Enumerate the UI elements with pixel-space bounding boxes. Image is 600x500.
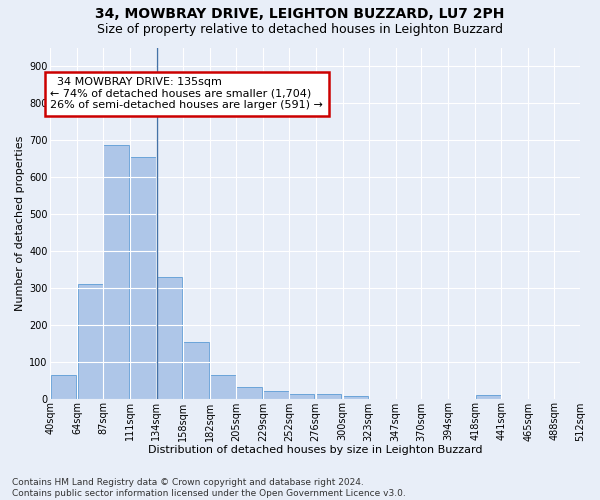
Bar — [263, 391, 289, 398]
X-axis label: Distribution of detached houses by size in Leighton Buzzard: Distribution of detached houses by size … — [148, 445, 483, 455]
Text: Size of property relative to detached houses in Leighton Buzzard: Size of property relative to detached ho… — [97, 22, 503, 36]
Bar — [343, 396, 368, 398]
Bar — [476, 395, 501, 398]
Bar — [289, 394, 314, 398]
Y-axis label: Number of detached properties: Number of detached properties — [15, 136, 25, 310]
Text: 34, MOWBRAY DRIVE, LEIGHTON BUZZARD, LU7 2PH: 34, MOWBRAY DRIVE, LEIGHTON BUZZARD, LU7… — [95, 8, 505, 22]
Bar — [103, 146, 129, 398]
Bar — [77, 284, 103, 399]
Text: Contains HM Land Registry data © Crown copyright and database right 2024.
Contai: Contains HM Land Registry data © Crown c… — [12, 478, 406, 498]
Bar — [130, 156, 156, 398]
Bar — [316, 394, 341, 398]
Bar — [236, 386, 262, 398]
Bar — [210, 374, 236, 398]
Bar — [50, 376, 76, 398]
Text: 34 MOWBRAY DRIVE: 135sqm
← 74% of detached houses are smaller (1,704)
26% of sem: 34 MOWBRAY DRIVE: 135sqm ← 74% of detach… — [50, 77, 323, 110]
Bar — [156, 276, 182, 398]
Bar — [183, 342, 209, 398]
